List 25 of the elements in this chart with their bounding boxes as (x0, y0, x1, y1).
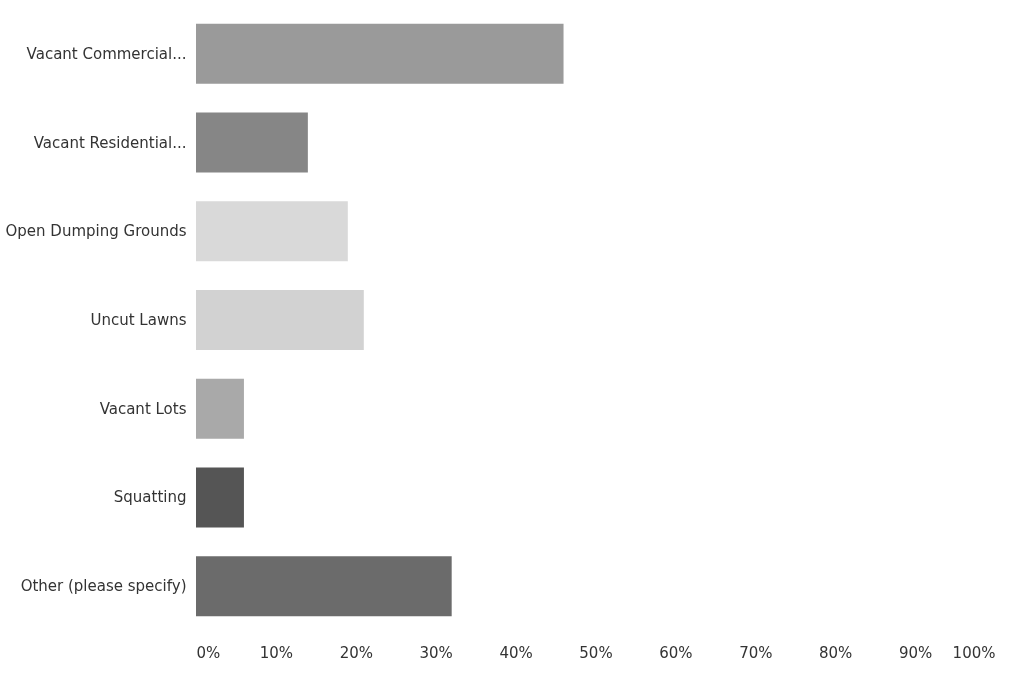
y-tick-label: Other (please specify) (20, 577, 187, 596)
y-tick-label: Squatting (113, 488, 187, 507)
y-tick-label: Uncut Lawns (90, 311, 187, 329)
x-tick-label: 40% (499, 643, 533, 662)
y-tick-label: Vacant Residential... (33, 133, 187, 152)
x-tick-label: 100% (952, 643, 996, 662)
x-tick-label: 30% (419, 643, 453, 662)
x-tick-label: 60% (659, 643, 693, 662)
y-tick-label: Open Dumping Grounds (5, 222, 187, 241)
bar (196, 290, 364, 350)
bar (196, 378, 244, 439)
y-tick-label: Vacant Lots (99, 399, 187, 418)
bar (196, 556, 452, 617)
y-tick-label: Vacant Commercial... (26, 44, 187, 63)
x-tick-label: 90% (898, 643, 933, 662)
bar (196, 112, 308, 173)
x-tick-label: 10% (259, 643, 294, 662)
x-tick-label: 50% (579, 643, 613, 662)
x-tick-label: 70% (739, 643, 773, 662)
x-tick-label: 0% (196, 643, 221, 662)
x-tick-label: 80% (819, 643, 853, 662)
bar (196, 201, 348, 262)
bar (196, 23, 564, 84)
bar (196, 467, 244, 528)
x-tick-label: 20% (339, 643, 373, 662)
